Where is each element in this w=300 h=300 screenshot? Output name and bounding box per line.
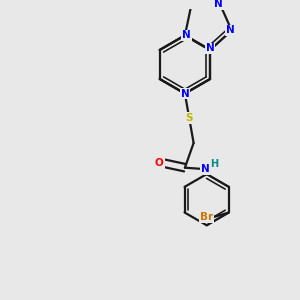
Text: N: N bbox=[201, 164, 210, 174]
Text: N: N bbox=[226, 26, 235, 35]
Text: N: N bbox=[182, 30, 191, 40]
Text: N: N bbox=[214, 0, 223, 9]
Text: N: N bbox=[181, 88, 189, 98]
Text: Br: Br bbox=[200, 212, 213, 222]
Text: O: O bbox=[155, 158, 164, 168]
Text: N: N bbox=[206, 44, 214, 53]
Text: S: S bbox=[185, 113, 193, 123]
Text: H: H bbox=[211, 159, 219, 169]
